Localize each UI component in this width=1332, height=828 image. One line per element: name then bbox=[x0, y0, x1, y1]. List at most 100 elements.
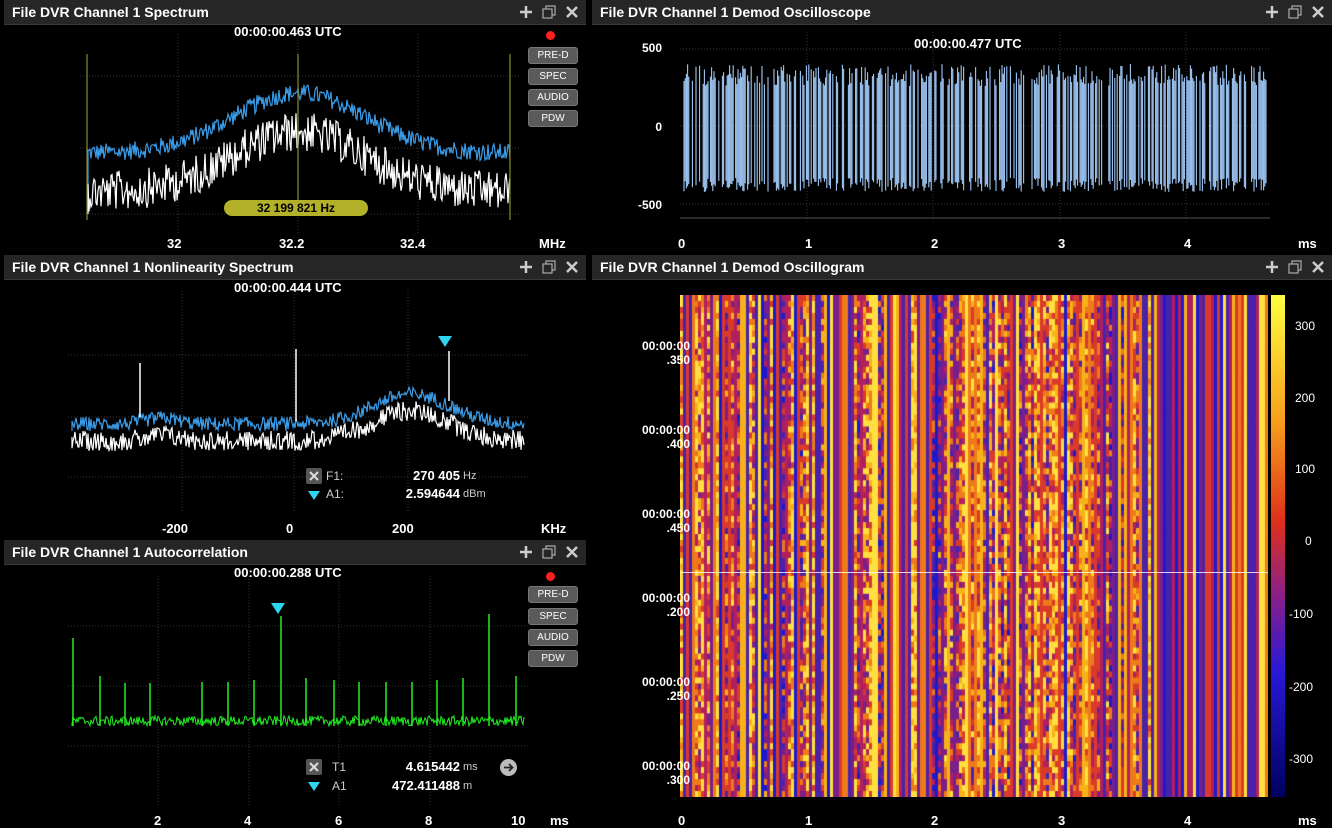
x-unit-label: MHz bbox=[539, 236, 566, 250]
colorbar-tick-label: 0 bbox=[1305, 534, 1312, 548]
marker-t1-unit: ms bbox=[463, 761, 478, 773]
oscillogram-heatmap[interactable] bbox=[680, 295, 1268, 797]
panel-title: File DVR Channel 1 Nonlinearity Spectrum bbox=[12, 259, 294, 275]
y-tick-label: -500 bbox=[637, 198, 662, 212]
colorbar-tick-label: -300 bbox=[1289, 752, 1314, 766]
oscilloscope-trace bbox=[683, 64, 1267, 192]
nonlinearity-trace bbox=[71, 401, 525, 453]
colorbar-tick-label: -200 bbox=[1289, 680, 1314, 694]
x-tick-label: 1 bbox=[805, 236, 813, 250]
x-tick-label: 1 bbox=[805, 813, 813, 828]
y-tick-label: 00:00:00.350 bbox=[641, 339, 690, 367]
spec-button[interactable]: SPEC bbox=[528, 608, 578, 625]
x-tick-label: 32 bbox=[167, 236, 182, 250]
y-tick-label: 0 bbox=[655, 120, 662, 134]
oscillogram-titlebar[interactable]: File DVR Channel 1 Demod Oscillogram bbox=[592, 255, 1332, 280]
spectrum-plot[interactable] bbox=[80, 34, 520, 234]
restore-window-icon[interactable] bbox=[1286, 3, 1303, 20]
y-tick-label: 00:00:00.450 bbox=[641, 507, 690, 535]
colorbar-tick-label: 100 bbox=[1295, 462, 1316, 476]
x-tick-label: 6 bbox=[335, 813, 343, 828]
close-icon[interactable] bbox=[1309, 258, 1326, 275]
x-unit-label: ms bbox=[550, 813, 569, 828]
x-tick-label: 200 bbox=[392, 521, 414, 535]
nonlinearity-panel: File DVR Channel 1 Nonlinearity Spectrum… bbox=[4, 255, 586, 535]
restore-window-icon[interactable] bbox=[540, 543, 557, 560]
restore-window-icon[interactable] bbox=[540, 3, 557, 20]
x-tick-label: 0 bbox=[678, 813, 686, 828]
x-tick-label: 4 bbox=[1184, 813, 1192, 828]
autocorrelation-plot[interactable] bbox=[68, 576, 528, 806]
pre-d-button[interactable]: PRE-D bbox=[528, 586, 578, 603]
x-tick-label: 8 bbox=[425, 813, 433, 828]
x-tick-label: 0 bbox=[286, 521, 294, 535]
record-indicator-icon bbox=[546, 31, 555, 40]
nonlinearity-plot[interactable] bbox=[68, 291, 528, 511]
timestamp: 00:00:00.463 UTC bbox=[234, 24, 342, 39]
x-tick-label: 2 bbox=[931, 813, 939, 828]
pdw-button[interactable]: PDW bbox=[528, 110, 578, 127]
close-icon[interactable] bbox=[563, 543, 580, 560]
x-tick-label: 32.4 bbox=[400, 236, 426, 250]
colorbar-tick-label: 300 bbox=[1295, 319, 1316, 333]
add-icon[interactable] bbox=[1263, 3, 1280, 20]
spectrum-titlebar[interactable]: File DVR Channel 1 Spectrum bbox=[4, 0, 586, 25]
add-icon[interactable] bbox=[517, 543, 534, 560]
spectrum-trace bbox=[87, 113, 511, 214]
add-icon[interactable] bbox=[517, 258, 534, 275]
panel-title: File DVR Channel 1 Demod Oscilloscope bbox=[600, 4, 871, 20]
close-icon[interactable] bbox=[1309, 3, 1326, 20]
timestamp: 00:00:00.477 UTC bbox=[914, 36, 1022, 51]
x-tick-label: 10 bbox=[511, 813, 526, 828]
remove-marker-icon[interactable] bbox=[306, 759, 322, 775]
marker-a1-unit: dBm bbox=[463, 488, 486, 500]
add-icon[interactable] bbox=[517, 3, 534, 20]
marker-a1-value: 2.594644 bbox=[405, 486, 460, 501]
autocorrelation-titlebar[interactable]: File DVR Channel 1 Autocorrelation bbox=[4, 540, 586, 565]
marker-a1-icon bbox=[308, 782, 320, 791]
oscilloscope-plot[interactable] bbox=[680, 32, 1270, 222]
marker-triangle-icon[interactable] bbox=[271, 603, 285, 614]
y-tick-label: 00:00:00.250 bbox=[641, 675, 690, 703]
add-icon[interactable] bbox=[1263, 258, 1280, 275]
x-tick-label: 4 bbox=[244, 813, 252, 828]
x-tick-label: 3 bbox=[1058, 813, 1066, 828]
close-icon[interactable] bbox=[563, 3, 580, 20]
marker-a1-icon bbox=[308, 491, 320, 500]
pdw-button[interactable]: PDW bbox=[528, 650, 578, 667]
center-frequency-label[interactable]: 32 199 821 Hz bbox=[224, 200, 368, 216]
next-marker-icon[interactable] bbox=[500, 759, 517, 776]
nonlinearity-trace-max bbox=[71, 385, 525, 433]
y-tick-label: 00:00:00.400 bbox=[641, 423, 690, 451]
oscilloscope-panel: File DVR Channel 1 Demod Oscilloscope 00… bbox=[592, 0, 1332, 250]
marker-t1-value: 4.615442 bbox=[405, 759, 460, 774]
x-unit-label: ms bbox=[1298, 236, 1317, 250]
x-tick-label: 2 bbox=[931, 236, 939, 250]
remove-marker-icon[interactable] bbox=[306, 468, 322, 484]
spectrum-panel: File DVR Channel 1 Spectrum 00:00:00.463… bbox=[4, 0, 586, 250]
marker-triangle-icon[interactable] bbox=[438, 336, 452, 347]
pre-d-button[interactable]: PRE-D bbox=[528, 47, 578, 64]
x-tick-label: 3 bbox=[1058, 236, 1066, 250]
y-tick-label: 500 bbox=[641, 41, 662, 55]
x-tick-label: 32.2 bbox=[279, 236, 305, 250]
panel-title: File DVR Channel 1 Demod Oscillogram bbox=[600, 259, 865, 275]
audio-button[interactable]: AUDIO bbox=[528, 629, 578, 646]
cursor-line[interactable] bbox=[680, 572, 1268, 573]
restore-window-icon[interactable] bbox=[1286, 258, 1303, 275]
spec-button[interactable]: SPEC bbox=[528, 68, 578, 85]
marker-a1-label: A1 bbox=[332, 779, 347, 793]
x-tick-label: 4 bbox=[1184, 236, 1192, 250]
colorbar-tick-label: 200 bbox=[1295, 391, 1316, 405]
x-tick-label: -200 bbox=[162, 521, 189, 535]
panel-title: File DVR Channel 1 Spectrum bbox=[12, 4, 209, 20]
oscillogram-panel: File DVR Channel 1 Demod Oscillogram 00:… bbox=[592, 255, 1332, 828]
audio-button[interactable]: AUDIO bbox=[528, 89, 578, 106]
restore-window-icon[interactable] bbox=[540, 258, 557, 275]
colorbar bbox=[1271, 295, 1285, 797]
close-icon[interactable] bbox=[563, 258, 580, 275]
x-unit-label: ms bbox=[1298, 813, 1317, 828]
oscilloscope-titlebar[interactable]: File DVR Channel 1 Demod Oscilloscope bbox=[592, 0, 1332, 25]
x-tick-label: 0 bbox=[678, 236, 686, 250]
nonlinearity-titlebar[interactable]: File DVR Channel 1 Nonlinearity Spectrum bbox=[4, 255, 586, 280]
